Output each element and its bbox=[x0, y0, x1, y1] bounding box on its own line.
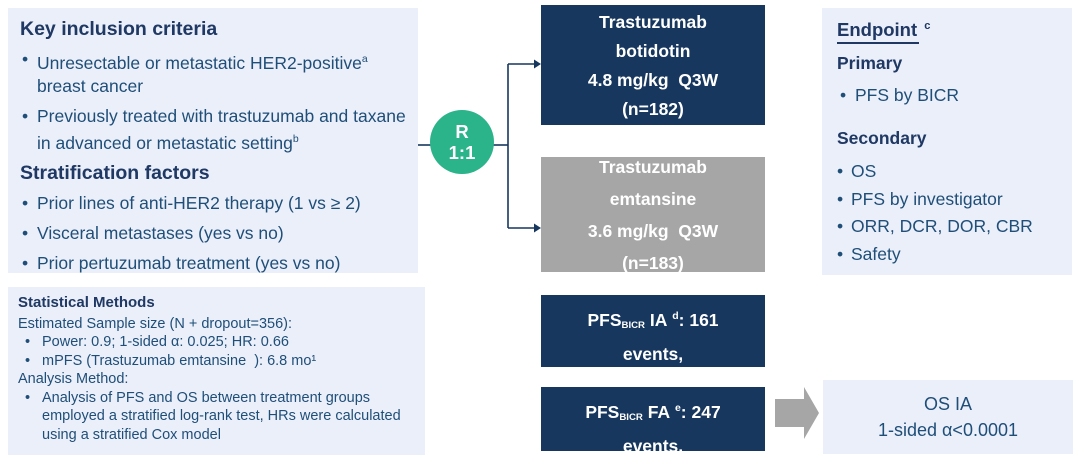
randomization-ratio: 1:1 bbox=[448, 142, 476, 163]
list-item: Unresectable or metastatic HER2-positive… bbox=[20, 48, 406, 98]
event-count: : 161 bbox=[678, 309, 719, 330]
bicr-subscript: BICR bbox=[619, 411, 643, 423]
endpoint-panel: Endpoint c Primary PFS by BICR Secondary… bbox=[822, 8, 1072, 275]
key-inclusion-criteria-panel: Key inclusion criteria Unresectable or m… bbox=[8, 8, 418, 275]
bullet-text: Unresectable or metastatic HER2-positive bbox=[37, 52, 362, 73]
os-ia-line2: 1-sided α<0.0001 bbox=[877, 420, 1018, 440]
inclusion-list: Unresectable or metastatic HER2-positive… bbox=[20, 48, 406, 155]
inclusion-title: Key inclusion criteria bbox=[20, 18, 218, 40]
arm-line: (n=182) bbox=[622, 99, 684, 119]
arm-line: Trastuzumab bbox=[599, 12, 707, 32]
list-item: Visceral metastases (yes vs no) bbox=[20, 222, 406, 245]
bicr-subscript: BICR bbox=[621, 319, 646, 331]
list-item: ORR, DCR, DOR, CBR bbox=[837, 213, 1057, 241]
list-item: Safety bbox=[837, 241, 1057, 269]
ia-label: IA bbox=[645, 309, 673, 330]
arm-line: (n=183) bbox=[622, 252, 684, 273]
sample-size-line: Estimated Sample size (N + dropout=356): bbox=[18, 315, 293, 332]
footnote-marker-e: e bbox=[674, 402, 681, 414]
arrowhead-arm1-icon bbox=[534, 59, 541, 69]
list-item: Analysis of PFS and OS between treatment… bbox=[18, 389, 415, 445]
arm-trastuzumab-botidotin-box: Trastuzumab botidotin 4.8 mg/kg Q3W (n=1… bbox=[541, 5, 765, 125]
list-item: Power: 0.9; 1-sided α: 0.025; HR: 0.66 bbox=[18, 333, 415, 352]
block-arrow-icon bbox=[775, 387, 819, 439]
footnote-marker-d: d bbox=[672, 310, 679, 322]
sample-size-list: Power: 0.9; 1-sided α: 0.025; HR: 0.66 m… bbox=[18, 333, 415, 370]
bullet-text: Previously treated with trastuzumab and … bbox=[37, 105, 406, 153]
footnote-marker-b: b bbox=[292, 132, 299, 145]
list-item: OS bbox=[837, 158, 1057, 186]
bullet-text: breast cancer bbox=[37, 75, 144, 96]
pfs-final-analysis-box: PFSBICR FA e: 247 events, bbox=[541, 387, 765, 451]
event-count: : 247 bbox=[680, 401, 721, 422]
primary-endpoint-list: PFS by BICR bbox=[837, 83, 1057, 107]
arm-line: Trastuzumab bbox=[599, 157, 707, 177]
secondary-endpoint-title: Secondary bbox=[837, 128, 927, 148]
primary-endpoint-title: Primary bbox=[837, 53, 903, 73]
pfs-ia-line1: PFSBICR IA d: 161 bbox=[587, 302, 718, 340]
footnote-marker-c: c bbox=[924, 19, 931, 32]
pfs-interim-analysis-box: PFSBICR IA d: 161 events, 1-sided α<0.02… bbox=[541, 295, 765, 367]
arm-line: emtansine bbox=[609, 188, 697, 209]
randomization-letter: R bbox=[455, 121, 469, 142]
list-item: PFS by investigator bbox=[837, 186, 1057, 214]
endpoint-title-text: Endpoint bbox=[837, 19, 920, 44]
analysis-method-line: Analysis Method: bbox=[18, 371, 129, 387]
list-item: Previously treated with trastuzumab and … bbox=[20, 105, 406, 155]
os-ia-line1: OS IA bbox=[923, 394, 972, 414]
pfs-ia-line2: events, bbox=[622, 343, 684, 364]
arm-line: 4.8 mg/kg Q3W bbox=[587, 70, 719, 90]
pfs-label: PFS bbox=[587, 309, 622, 330]
arm-line: botidotin bbox=[615, 41, 691, 61]
footnote-marker-a: a bbox=[361, 53, 368, 65]
arm-trastuzumab-emtansine-box: Trastuzumab emtansine 3.6 mg/kg Q3W (n=1… bbox=[541, 157, 765, 272]
os-interim-analysis-box: OS IA 1-sided α<0.0001 bbox=[823, 380, 1073, 454]
stratification-title: Stratification factors bbox=[20, 161, 210, 184]
pfs-fa-line2: events, bbox=[622, 435, 684, 451]
list-item: Prior pertuzumab treatment (yes vs no) bbox=[20, 252, 406, 275]
list-item: Prior lines of anti-HER2 therapy (1 vs ≥… bbox=[20, 192, 406, 215]
stratification-list: Prior lines of anti-HER2 therapy (1 vs ≥… bbox=[20, 192, 406, 275]
randomization-circle: R 1:1 bbox=[430, 110, 494, 174]
endpoint-title: Endpoint c bbox=[837, 19, 1057, 44]
stats-title: Statistical Methods bbox=[18, 294, 155, 311]
statistical-methods-panel: Statistical Methods Estimated Sample siz… bbox=[8, 287, 425, 455]
fa-label: FA bbox=[642, 401, 675, 422]
analysis-method-list: Analysis of PFS and OS between treatment… bbox=[18, 389, 415, 445]
pfs-label: PFS bbox=[585, 401, 620, 422]
secondary-endpoint-list: OS PFS by investigator ORR, DCR, DOR, CB… bbox=[837, 158, 1057, 268]
arm-line: 3.6 mg/kg Q3W bbox=[587, 220, 719, 241]
arrowhead-arm2-icon bbox=[534, 223, 541, 233]
list-item: PFS by BICR bbox=[837, 83, 1057, 107]
pfs-fa-line1: PFSBICR FA e: 247 bbox=[585, 394, 720, 432]
list-item: mPFS (Trastuzumab emtansine ): 6.8 mo¹ bbox=[18, 352, 415, 371]
